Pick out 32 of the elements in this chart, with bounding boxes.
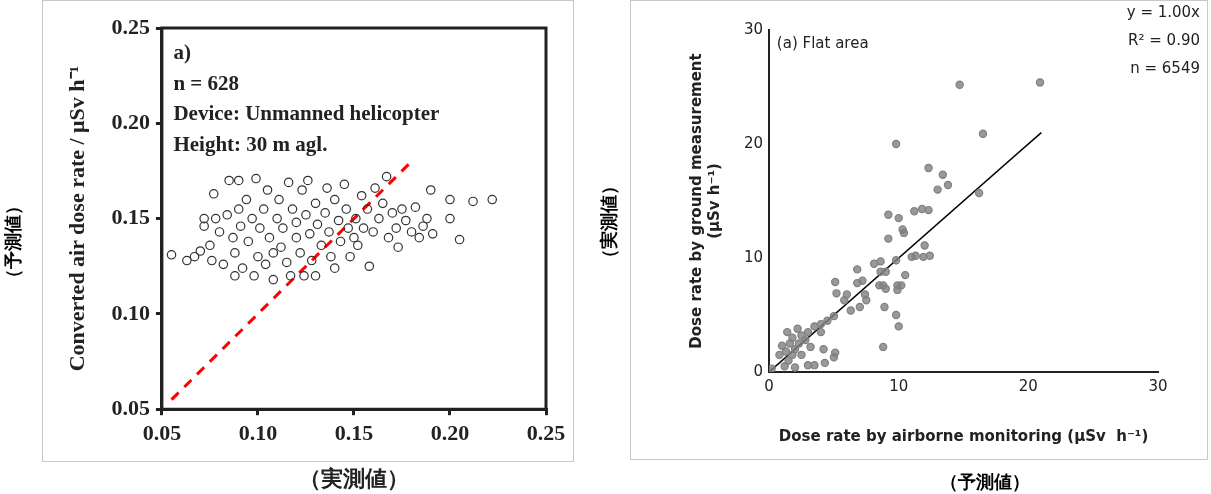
y-tick-label: 20: [743, 133, 764, 152]
y-axis-title: Dose rate by ground measurement (μSv h⁻¹): [686, 53, 723, 349]
annotation: n = 628: [173, 70, 240, 95]
text: （実測値）: [597, 177, 620, 267]
x-tick-label: 0.10: [238, 420, 278, 446]
annotation: n = 6549: [1130, 59, 1200, 78]
text: y = 1.00x: [1126, 3, 1201, 22]
y-tick-label: 0.10: [111, 299, 150, 325]
x-tick-label: 0.15: [334, 420, 374, 446]
y-tick-label: 0.25: [111, 13, 150, 39]
annotation: (a) Flat area: [776, 34, 869, 53]
x-tick-label: 20: [1018, 376, 1038, 395]
x-tick-label: 0.05: [142, 420, 182, 446]
x-tick-label: 0.25: [526, 420, 566, 446]
annotation: Height: 30 m agl.: [173, 131, 328, 156]
x-axis-title: （実測値）: [298, 466, 409, 492]
annotation: Device: Unmanned helicopter: [173, 101, 440, 126]
y-tick-label: 0.20: [111, 108, 150, 134]
y-tick-label: 30: [743, 19, 764, 38]
annotation: R² = 0.90: [1128, 31, 1200, 50]
annotation: a): [173, 40, 191, 65]
y-tick-label: 0.15: [111, 204, 150, 230]
y-axis-title: Converted air dose rate / μSv h⁻¹: [63, 65, 89, 372]
x-axis-title: Dose rate by airborne monitoring (μSv h⁻¹): [778, 426, 1149, 445]
x-tick-label: 10: [889, 376, 909, 395]
x-tick-label: 30: [1148, 376, 1168, 395]
text: （予測値）: [1, 197, 24, 287]
y-tick-label: 0: [753, 361, 764, 380]
y-tick-label: 0.05: [111, 394, 150, 420]
y-tick-label: 10: [743, 247, 764, 266]
text: （予測値）: [940, 470, 1030, 494]
x-tick-label: 0.20: [430, 420, 470, 446]
